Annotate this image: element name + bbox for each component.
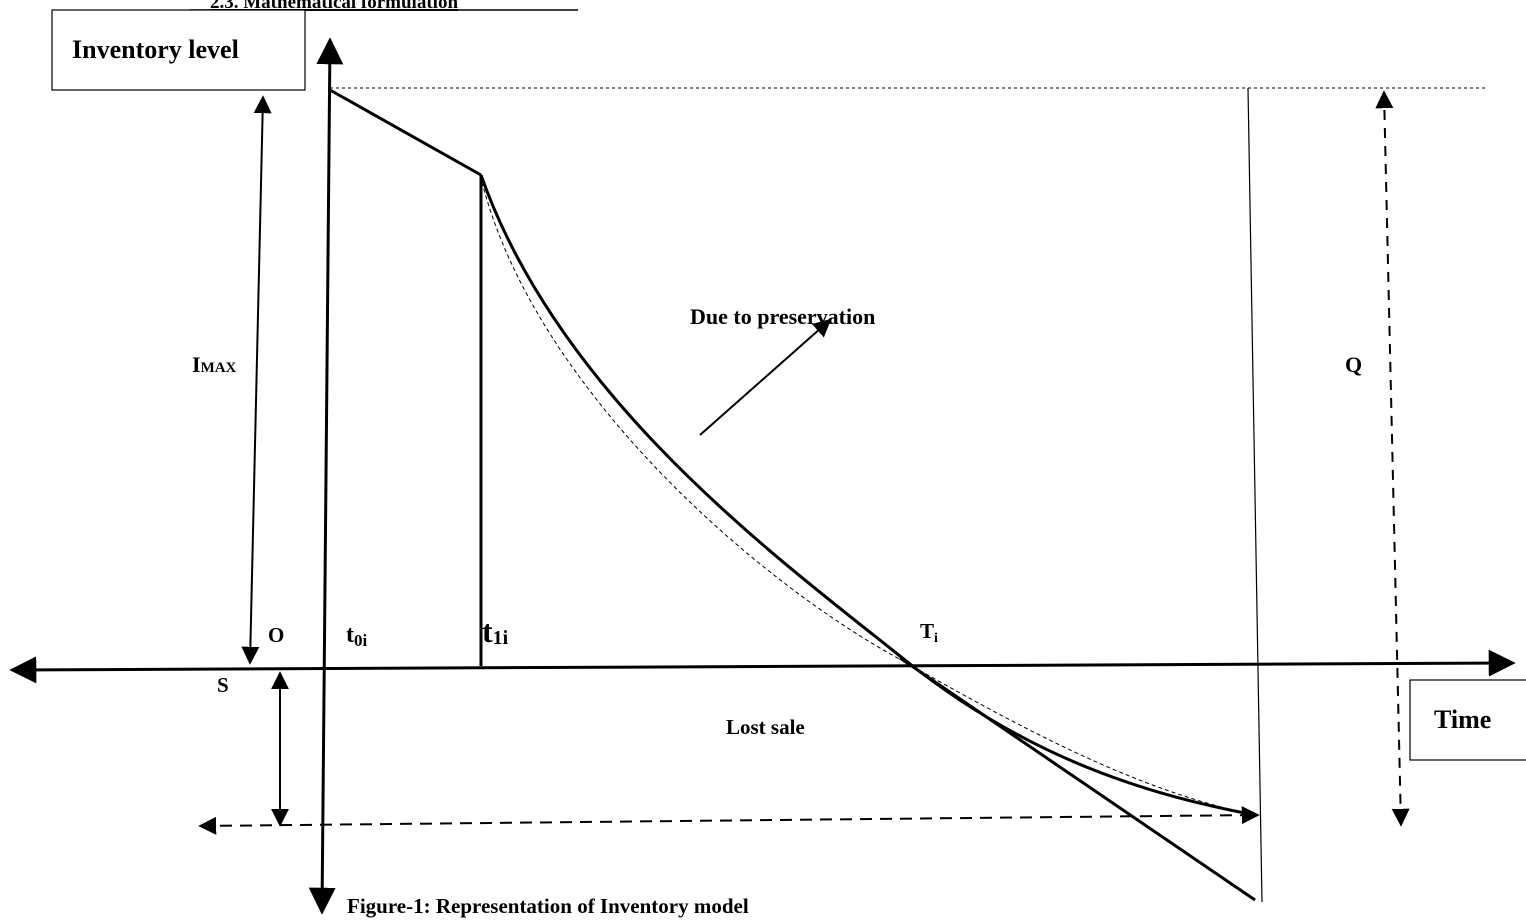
dashed-curve [481, 181, 1256, 816]
shortage-arrow [198, 806, 1260, 835]
ti-label: Ti [920, 619, 938, 646]
cycle-end-line [1247, 87, 1263, 903]
preservation-arrow [699, 318, 832, 436]
vertical-axis [308, 37, 344, 915]
tangent-line [899, 656, 1256, 902]
inventory-curve [479, 174, 1256, 817]
figure-caption: Figure-1: Representation of Inventory mo… [347, 894, 749, 918]
y-axis-label: Inventory level [72, 35, 239, 64]
t1-label: t1i [482, 613, 509, 649]
imax-arrow [241, 95, 272, 665]
inventory-line [329, 88, 482, 177]
x-axis-label: Time [1434, 705, 1491, 734]
imax-label: IMAX [192, 352, 237, 377]
horizontal-axis [9, 649, 1516, 684]
s-label: S [217, 673, 229, 697]
lost-sale-label: Lost sale [726, 715, 805, 739]
preservation-label: Due to preservation [690, 304, 875, 329]
x-label-box [1409, 679, 1526, 761]
q-arrow [1375, 90, 1410, 827]
origin-label: O [268, 623, 284, 647]
q-label: Q [1345, 352, 1362, 377]
y-label-box [51, 9, 306, 91]
t0-label: t0i [346, 622, 368, 650]
